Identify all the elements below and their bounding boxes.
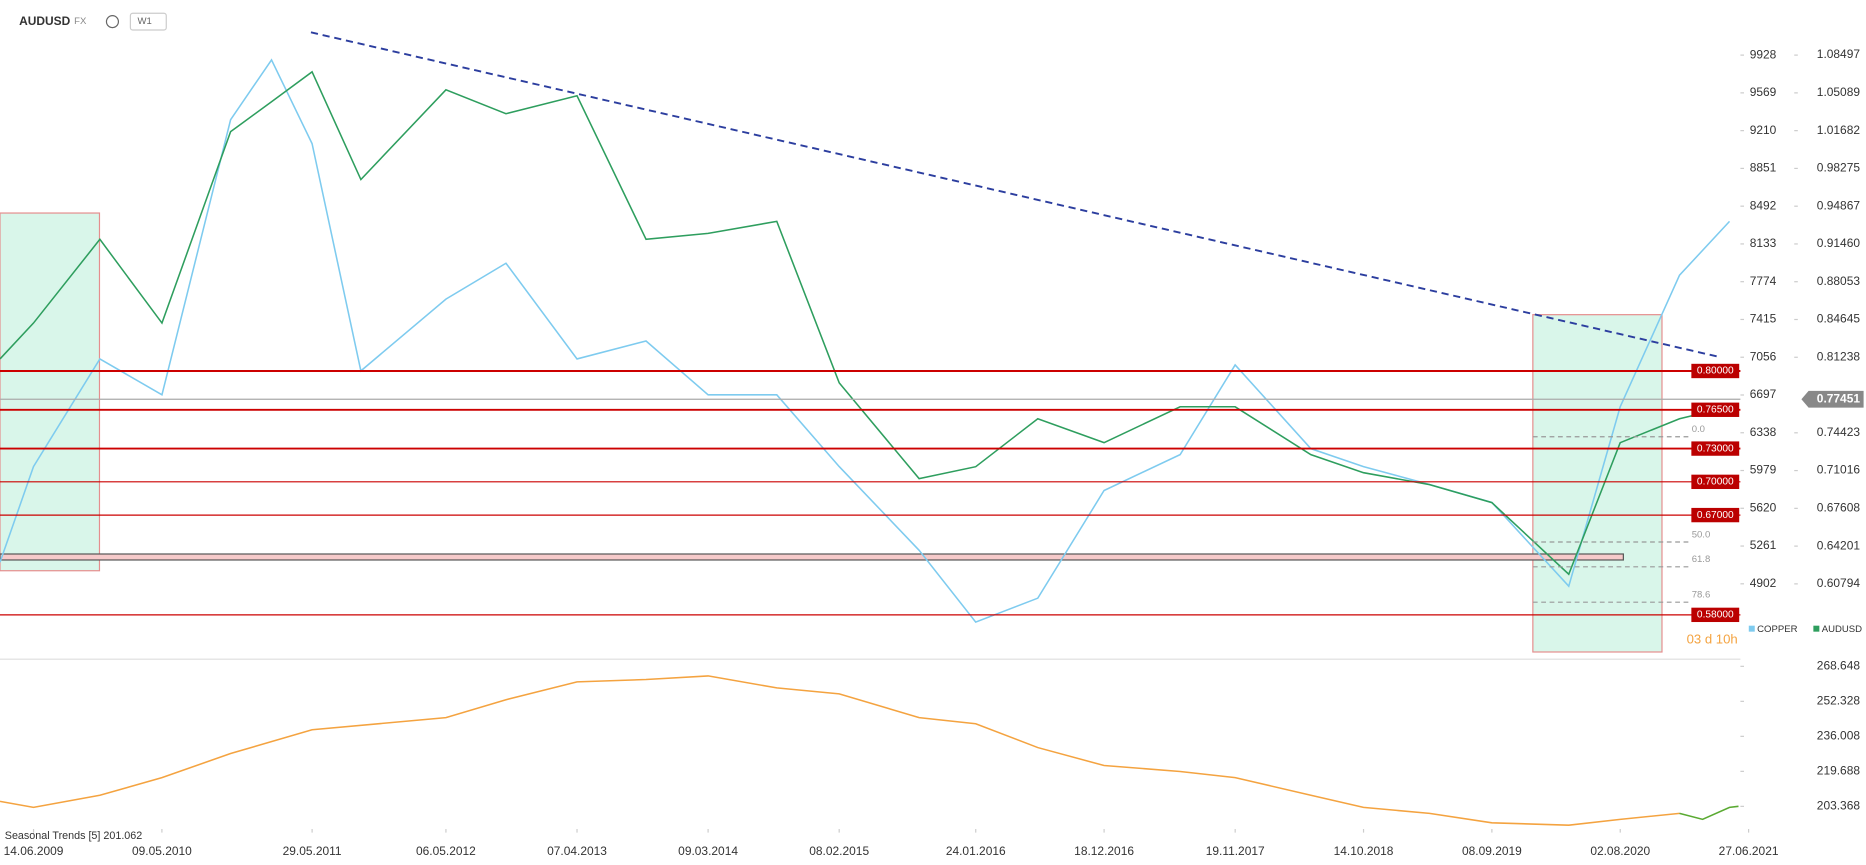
x-tick-label: 02.08.2020 <box>1590 844 1650 858</box>
x-tick-label: 07.04.2013 <box>547 844 607 858</box>
level-label: 0.67000 <box>1697 510 1734 521</box>
y-tick-label: 8851 <box>1750 161 1777 175</box>
legend-swatch <box>1813 625 1820 632</box>
x-tick-label: 18.12.2016 <box>1074 844 1134 858</box>
market: FX <box>74 16 87 27</box>
y2-tick-label: 0.81238 <box>1817 349 1861 363</box>
y-tick-label: 8133 <box>1750 236 1777 250</box>
y-tick-label: 9928 <box>1750 47 1777 61</box>
fib-label: 61.8 <box>1692 554 1711 565</box>
y2-tick-label: 0.88053 <box>1817 274 1861 288</box>
fib-label: 78.6 <box>1692 590 1711 601</box>
trend-line <box>310 31 1719 358</box>
legend-label: COPPER <box>1757 624 1797 635</box>
legend-swatch <box>1748 625 1755 632</box>
price-label: 0.77451 <box>1817 391 1861 405</box>
price-tag <box>1801 390 1864 408</box>
level-tag <box>1691 402 1740 417</box>
level-tag <box>1691 607 1740 623</box>
fib-label: 50.0 <box>1692 529 1711 540</box>
y-tick-label: 252.328 <box>1817 693 1861 707</box>
y-tick-label: 9569 <box>1750 85 1777 99</box>
y-tick-label: 268.648 <box>1817 658 1861 672</box>
series-line <box>0 70 1730 576</box>
x-tick-label: 19.11.2017 <box>1206 844 1265 858</box>
zone-band <box>0 553 1624 561</box>
level-label: 0.70000 <box>1697 477 1734 488</box>
y2-tick-label: 1.05089 <box>1817 85 1861 99</box>
series-line <box>1679 805 1739 821</box>
x-tick-label: 09.05.2010 <box>132 844 192 858</box>
level-tag <box>1691 507 1740 523</box>
x-tick-label: 14.06.2009 <box>4 844 64 858</box>
y-tick-label: 6338 <box>1750 425 1777 439</box>
y-tick-label: 236.008 <box>1817 729 1861 743</box>
series-line <box>0 675 1680 826</box>
info-icon[interactable] <box>105 15 120 29</box>
x-tick-label: 09.03.2014 <box>678 844 738 858</box>
y-tick-label: 6697 <box>1750 387 1777 401</box>
y2-tick-label: 0.84645 <box>1817 312 1861 326</box>
y2-tick-label: 0.64201 <box>1817 538 1861 552</box>
y-tick-label: 219.688 <box>1817 764 1861 778</box>
x-tick-label: 29.05.2011 <box>283 844 342 858</box>
y2-tick-label: 1.01682 <box>1817 123 1861 137</box>
x-tick-label: 08.02.2015 <box>809 844 869 858</box>
level-tag <box>1691 474 1740 490</box>
level-label: 0.73000 <box>1697 443 1734 454</box>
y2-tick-label: 1.08497 <box>1817 47 1861 61</box>
y-tick-label: 8492 <box>1750 198 1777 212</box>
level-tag <box>1691 441 1740 456</box>
x-tick-label: 24.01.2016 <box>946 844 1006 858</box>
y-tick-label: 7774 <box>1750 274 1777 288</box>
y-tick-label: 5979 <box>1750 463 1777 477</box>
timeframe-box[interactable] <box>129 12 167 31</box>
x-tick-label: 14.10.2018 <box>1334 844 1394 858</box>
y2-tick-label: 0.60794 <box>1817 576 1861 590</box>
y-tick-label: 5620 <box>1750 500 1777 514</box>
symbol[interactable]: AUDUSD <box>19 14 71 28</box>
fib-label: 0.0 <box>1692 424 1705 435</box>
y-tick-label: 9210 <box>1750 123 1777 137</box>
y-tick-label: 5261 <box>1750 538 1777 552</box>
y-tick-label: 7415 <box>1750 312 1777 326</box>
y2-tick-label: 0.91460 <box>1817 236 1861 250</box>
countdown: 03 d 10h <box>1687 632 1738 647</box>
level-label: 0.58000 <box>1697 610 1734 621</box>
y2-tick-label: 0.74423 <box>1817 425 1861 439</box>
y2-tick-label: 0.71016 <box>1817 463 1861 477</box>
x-tick-label: 08.09.2019 <box>1462 844 1522 858</box>
y2-tick-label: 0.98275 <box>1817 161 1861 175</box>
y-tick-label: 7056 <box>1750 349 1777 363</box>
y-tick-label: 203.368 <box>1817 799 1861 813</box>
zone <box>0 212 101 572</box>
y2-tick-label: 0.67608 <box>1817 501 1861 515</box>
level-label: 0.76500 <box>1697 404 1734 415</box>
indicator-label: Seasonal Trends [5] 201.062 <box>5 830 142 842</box>
level-label: 0.80000 <box>1697 366 1734 377</box>
x-tick-label: 06.05.2012 <box>416 844 476 858</box>
zone <box>1532 314 1663 653</box>
timeframe[interactable]: W1 <box>138 16 152 27</box>
x-tick-label: 27.06.2021 <box>1719 844 1779 858</box>
y2-tick-label: 0.94867 <box>1817 198 1861 212</box>
y-tick-label: 4902 <box>1750 576 1777 590</box>
level-tag <box>1691 363 1740 379</box>
legend-label: AUDUSD <box>1822 624 1862 635</box>
